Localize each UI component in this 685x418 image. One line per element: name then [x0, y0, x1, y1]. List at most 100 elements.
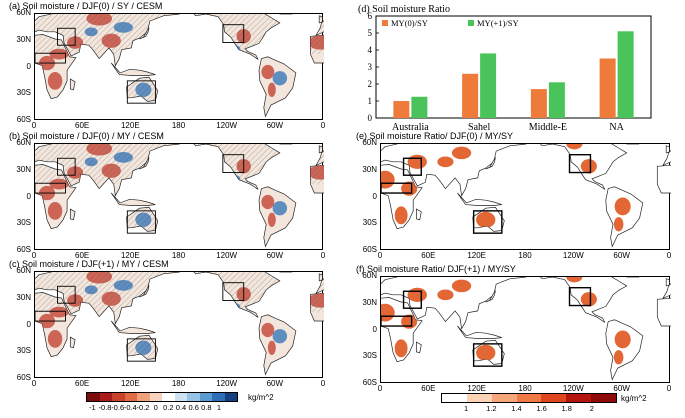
map-x-tick: 0: [377, 251, 383, 260]
map-x-tick: 180: [171, 379, 186, 388]
continent-south-america: [258, 186, 297, 248]
map-x-tick: 120E: [120, 379, 140, 388]
continent-uk: [665, 145, 670, 154]
map-y-tick: 60N: [362, 271, 377, 280]
region-box: [381, 315, 413, 327]
continent-south-america: [605, 186, 644, 248]
map-canvas: [35, 144, 324, 248]
shading-region: [407, 287, 427, 302]
continent-maritime: [111, 192, 156, 206]
map-y-tick: 30N: [16, 34, 31, 44]
map-x-tick: 120E: [120, 121, 140, 130]
shading-region: [580, 292, 597, 307]
bar-chart: (d) Soil moisture Ratio 0 1 2 3 4 5 6 Australia S…: [358, 4, 652, 133]
shading-region: [47, 201, 63, 220]
panel-c-title: (c) Soil moisture / DJF(+1) / MY / CESM: [9, 259, 169, 269]
y-tick-label: 5: [368, 28, 373, 38]
shading-region: [401, 181, 418, 196]
region-box: [568, 286, 592, 307]
map-canvas: [381, 144, 671, 248]
colorbar-swatch: [466, 394, 492, 402]
region-box: [402, 290, 422, 309]
map-canvas: [35, 272, 324, 376]
region-box: [35, 52, 66, 64]
map-x-tick: 0: [320, 121, 326, 130]
significance-hatching: [35, 272, 324, 313]
y-tick-label: 6: [368, 11, 373, 21]
shading-region: [272, 71, 288, 86]
map-y-tick: 60S: [16, 373, 31, 382]
map-x-tick: 0: [31, 251, 37, 260]
panel-a-map: [34, 13, 324, 120]
colorbar-tick-label: 0.6: [188, 403, 199, 412]
map-x-tick: 60W: [266, 251, 284, 260]
map-y-tick: 60S: [362, 378, 377, 387]
colorbar-swatch: [124, 393, 137, 401]
continent-maritime: [457, 192, 502, 206]
legend-swatch: [468, 20, 474, 26]
colorbar-swatch: [566, 394, 592, 402]
colorbar-tick-label: 1.6: [536, 404, 547, 413]
map-y-tick: 30S: [16, 346, 31, 356]
legend-swatch: [382, 20, 388, 26]
map-y-tick: 60N: [16, 138, 31, 147]
colorbar-tick-label: 2: [589, 404, 594, 413]
bar-australia-my0: [393, 101, 410, 118]
map-x-tick: 120E: [120, 251, 140, 260]
colorbar-swatch: [199, 393, 212, 401]
map-y-tick: 30N: [362, 297, 377, 307]
y-tick-label: 1: [368, 96, 373, 106]
shading-region: [267, 82, 276, 97]
map-y-tick: 30S: [16, 88, 31, 98]
panel-e-map: [380, 143, 671, 250]
colorbar-swatch: [516, 394, 542, 402]
continent-madagascar: [69, 78, 76, 91]
continent-madagascar: [416, 208, 422, 221]
shading-region: [566, 277, 583, 283]
continent-africa: [656, 297, 671, 327]
colorbar-swatch: [99, 393, 112, 401]
colorbar-left: [86, 392, 238, 402]
continent-uk: [665, 278, 670, 287]
shading-region: [614, 197, 631, 216]
y-tick-label: 4: [368, 45, 373, 55]
colorbar-tick-label: 1.8: [561, 404, 572, 413]
map-y-tick: 0: [26, 191, 31, 201]
colorbar-tick-label: 0: [153, 403, 158, 412]
continent-south-america: [258, 56, 297, 118]
map-y-tick: 30N: [16, 292, 31, 302]
map-y-tick: 30S: [362, 351, 377, 361]
colorbar-tick-label: -0.2: [136, 403, 150, 412]
region-box: [222, 24, 245, 43]
bar-middlee-my1: [548, 82, 565, 118]
region-box: [472, 343, 503, 367]
map-y-tick: 60N: [16, 8, 31, 17]
significance-hatching: [123, 78, 160, 104]
shading-region: [566, 144, 583, 150]
map-x-tick: 60E: [75, 251, 90, 260]
colorbar-right: [441, 393, 617, 403]
bar-sahel-my0: [462, 73, 479, 118]
continent-madagascar: [416, 341, 422, 354]
colorbar-swatch: [162, 393, 175, 401]
shading-region: [580, 159, 597, 174]
shading-region: [407, 154, 427, 169]
panel-e-title: (e) Soil moisture Ratio/ DJF(0) / MY/SY: [356, 131, 514, 141]
colorbar-tick-label: 0.2: [163, 403, 174, 412]
map-y-tick: 30N: [16, 164, 31, 174]
map-x-tick: 120E: [467, 384, 486, 393]
colorbar-swatch: [87, 393, 100, 401]
colorbar-tick-label: 1.2: [486, 404, 497, 413]
map-x-tick: 60W: [613, 251, 630, 260]
shading-region: [394, 206, 408, 225]
map-y-tick: 0: [26, 319, 31, 329]
x-category-label: Middle-E: [529, 122, 567, 132]
colorbar-swatch: [212, 393, 225, 401]
region-box: [57, 157, 76, 176]
panel-b-title: (b) Soil moisture / DJF(0) / MY / CESM: [9, 131, 164, 141]
significance-hatching: [123, 208, 160, 234]
bar-middlee-my0: [530, 89, 547, 118]
region-box: [126, 80, 156, 104]
bar-sahel-my1: [480, 53, 497, 118]
continent-eurasia: [662, 150, 671, 167]
